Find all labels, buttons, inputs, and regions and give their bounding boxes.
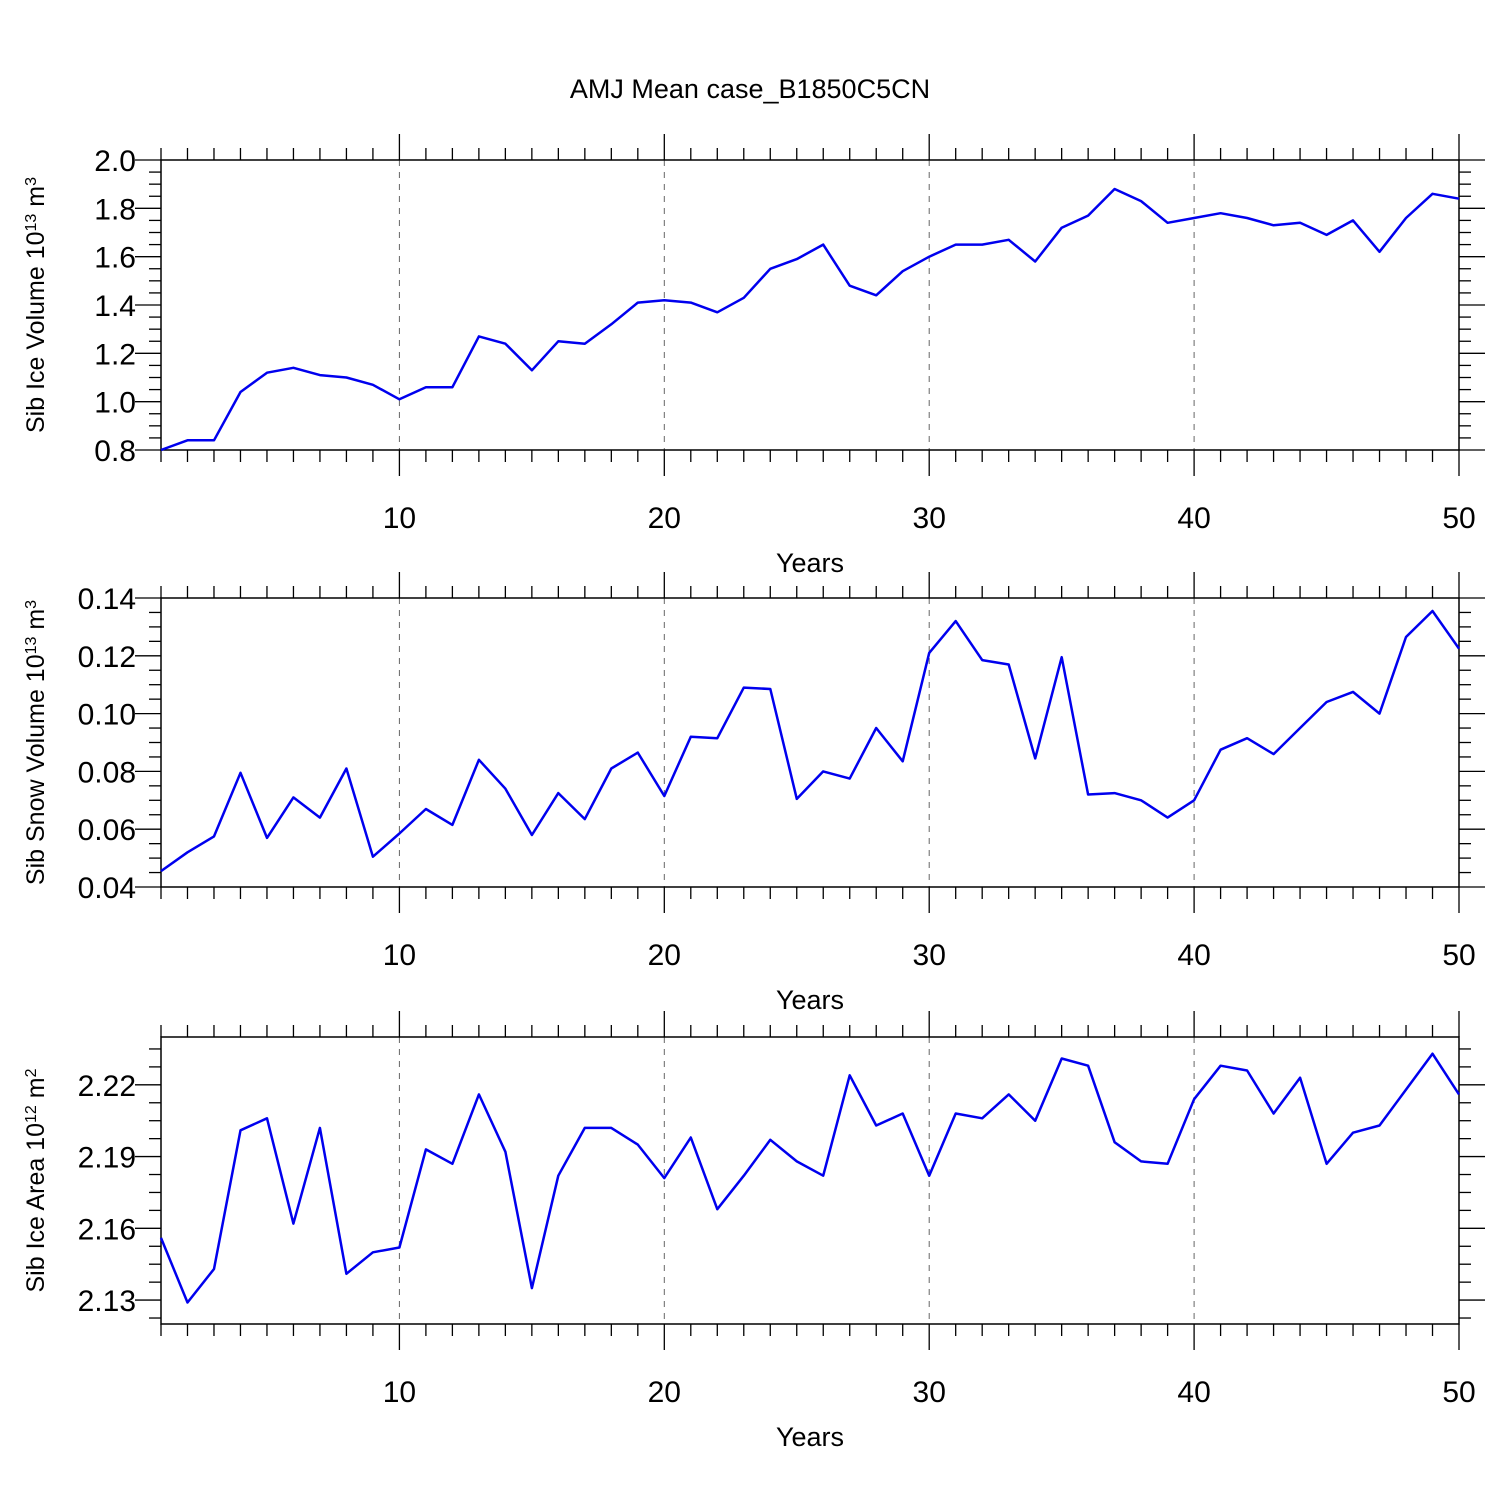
y-tick-label: 2.19: [78, 1142, 136, 1175]
x-tick-label: 10: [383, 1376, 416, 1409]
y-tick-label: 2.16: [78, 1213, 136, 1246]
panel-1: 10 20 30 40 50 0.8 1.0 1.2 1.4 1.6 1.8 2.0 Years Sib …: [22, 134, 1485, 578]
y-axis-label-part: Sib Ice Area 10: [22, 1123, 50, 1293]
y-axis-label: Sib Ice Area 1012 m2: [22, 1068, 50, 1292]
y-axis-label-exponent: 13: [23, 214, 40, 232]
x-tick-label: 20: [648, 502, 681, 535]
x-axis-label: Years: [776, 985, 844, 1015]
x-tick-label: 30: [913, 939, 946, 972]
y-tick-label: 1.4: [94, 290, 136, 323]
x-tick-label: 50: [1442, 939, 1475, 972]
plot-frame: [160, 597, 1460, 888]
y-axis-label-part: m: [22, 186, 50, 214]
x-tick-label: 20: [648, 1376, 681, 1409]
y-axis-label: Sib Snow Volume 1013 m3: [22, 600, 50, 885]
y-axis-label-exponent: 3: [23, 600, 40, 609]
y-tick-label: 2.22: [78, 1070, 136, 1103]
x-axis-label: Years: [776, 1422, 844, 1452]
y-tick-label: 0.14: [78, 583, 136, 616]
y-tick-label: 1.0: [94, 387, 136, 420]
y-axis-label-part: m: [22, 609, 50, 637]
x-tick-label: 40: [1177, 1376, 1210, 1409]
y-axis-label-exponent: 13: [23, 636, 40, 654]
y-axis-label-exponent: 3: [23, 177, 40, 186]
x-tick-label: 10: [383, 502, 416, 535]
y-axis-label-exponent: 12: [23, 1105, 40, 1123]
y-tick-label: 0.12: [78, 641, 136, 674]
x-tick-label: 50: [1442, 502, 1475, 535]
x-tick-label: 30: [913, 1376, 946, 1409]
y-axis-label-part: m: [22, 1077, 50, 1105]
y-tick-label: 2.13: [78, 1285, 136, 1318]
x-tick-label: 30: [913, 502, 946, 535]
y-tick-label: 0.04: [78, 872, 136, 905]
x-tick-label: 20: [648, 939, 681, 972]
panel-2: 10 20 30 40 50 0.04 0.06 0.08 0.10 0.12 0.14 Years S…: [22, 572, 1485, 1015]
series-line-1: [160, 187, 1460, 452]
y-axis-label: Sib Ice Volume 1013 m3: [22, 177, 50, 433]
y-axis-label-part: Sib Ice Volume 10: [22, 231, 50, 433]
x-axis-label: Years: [776, 548, 844, 578]
y-tick-label: 0.06: [78, 814, 136, 847]
y-tick-label: 1.6: [94, 242, 136, 275]
y-tick-label: 0.8: [94, 435, 136, 468]
y-tick-label: 1.8: [94, 193, 136, 226]
y-tick-label: 0.10: [78, 699, 136, 732]
y-tick-label: 0.08: [78, 756, 136, 789]
x-tick-label: 40: [1177, 502, 1210, 535]
series-line-3: [159, 1052, 1461, 1304]
y-axis-label-part: Sib Snow Volume 10: [22, 654, 50, 885]
plot-frame: [160, 1036, 1460, 1325]
y-tick-label: 2.0: [94, 145, 136, 178]
plot-frame: [160, 159, 1460, 451]
x-tick-label: 40: [1177, 939, 1210, 972]
y-tick-label: 1.2: [94, 338, 136, 371]
panel-3: 10 20 30 40 50 2.13 2.16 2.19 2.22 Years Sib Ice A…: [22, 1011, 1485, 1452]
x-tick-label: 50: [1442, 1376, 1475, 1409]
chart-title: AMJ Mean case_B1850C5CN: [570, 74, 930, 104]
y-axis-label-exponent: 2: [23, 1068, 40, 1077]
series-line-2: [160, 609, 1461, 873]
x-tick-label: 10: [383, 939, 416, 972]
